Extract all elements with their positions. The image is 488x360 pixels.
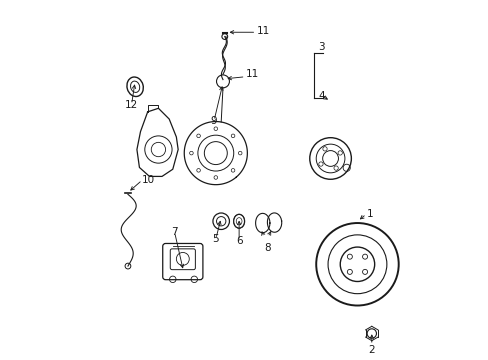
Text: 5: 5 <box>212 234 219 244</box>
Text: 9: 9 <box>210 116 217 126</box>
Text: 3: 3 <box>318 42 324 52</box>
Text: 12: 12 <box>124 100 138 110</box>
Text: 10: 10 <box>142 175 155 185</box>
Text: 7: 7 <box>171 227 178 237</box>
Text: 4: 4 <box>318 91 324 101</box>
Text: 11: 11 <box>257 26 270 36</box>
Text: 8: 8 <box>264 243 270 253</box>
Text: 11: 11 <box>246 69 259 79</box>
Text: 1: 1 <box>366 209 372 219</box>
Text: 6: 6 <box>235 236 242 246</box>
Text: 2: 2 <box>368 345 374 355</box>
